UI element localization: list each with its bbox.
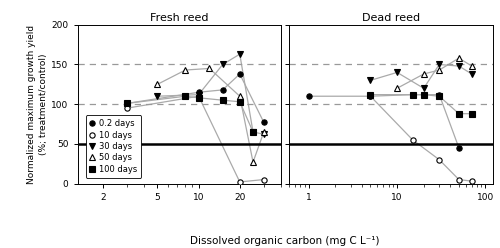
Y-axis label: Normalized maximum growth yield
(%; treatment/control): Normalized maximum growth yield (%; trea… <box>27 25 48 184</box>
Text: Dissolved organic carbon (mg C L⁻¹): Dissolved organic carbon (mg C L⁻¹) <box>190 236 380 246</box>
Title: Fresh reed: Fresh reed <box>150 13 208 23</box>
Legend: 0.2 days, 10 days, 30 days, 50 days, 100 days: 0.2 days, 10 days, 30 days, 50 days, 100… <box>86 115 141 178</box>
Title: Dead reed: Dead reed <box>362 13 420 23</box>
